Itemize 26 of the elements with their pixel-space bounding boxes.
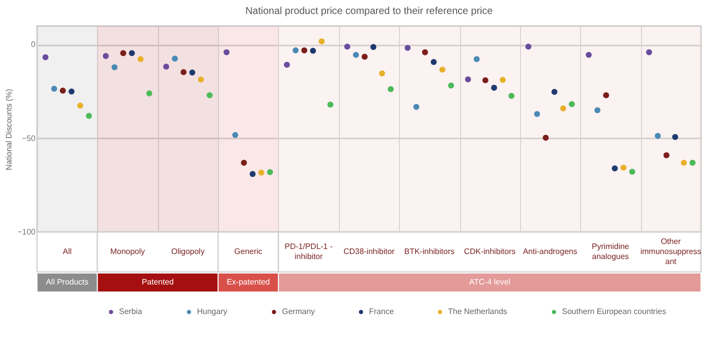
x-tick-label: Pyrimidine analogues <box>592 242 630 261</box>
x-tick-label: Monopoly <box>110 247 145 256</box>
legend-label: Germany <box>282 307 315 316</box>
legend-label: The Netherlands <box>448 307 508 316</box>
x-tick-label: PD-1/PDL-1 - inhibitor <box>284 242 333 261</box>
x-tick-label: All <box>62 247 72 256</box>
x-tick-label: Anti-androgens <box>522 247 578 256</box>
y-axis-title: National Discounts (%) <box>4 88 14 170</box>
band-label: All Products <box>46 278 89 286</box>
chart-title: National product price compared to their reference price <box>245 6 494 17</box>
y-tick-label: −100 <box>17 228 36 236</box>
y-tick-label: 0 <box>31 40 36 50</box>
x-tick-label: BTK-inhibitors <box>404 247 454 256</box>
x-tick-label: Generic <box>234 247 262 256</box>
x-tick-label: CDK-inhibitors <box>464 247 516 256</box>
legend-label: Hungary <box>197 307 228 316</box>
legend-label: Southern European countries <box>562 307 666 316</box>
band-label: ATC-4 level <box>469 278 511 286</box>
y-tick-label: −50 <box>22 134 36 143</box>
band-label: Ex-patented <box>226 278 270 286</box>
band-label: Patented <box>142 278 174 286</box>
legend-label: France <box>369 307 394 316</box>
x-tick-label: CD38-inhibitor <box>343 247 395 256</box>
x-tick-label: Oligopoly <box>171 247 205 256</box>
x-tick-label: Other immunosuppressant <box>640 237 702 266</box>
legend-label: Serbia <box>119 307 143 316</box>
